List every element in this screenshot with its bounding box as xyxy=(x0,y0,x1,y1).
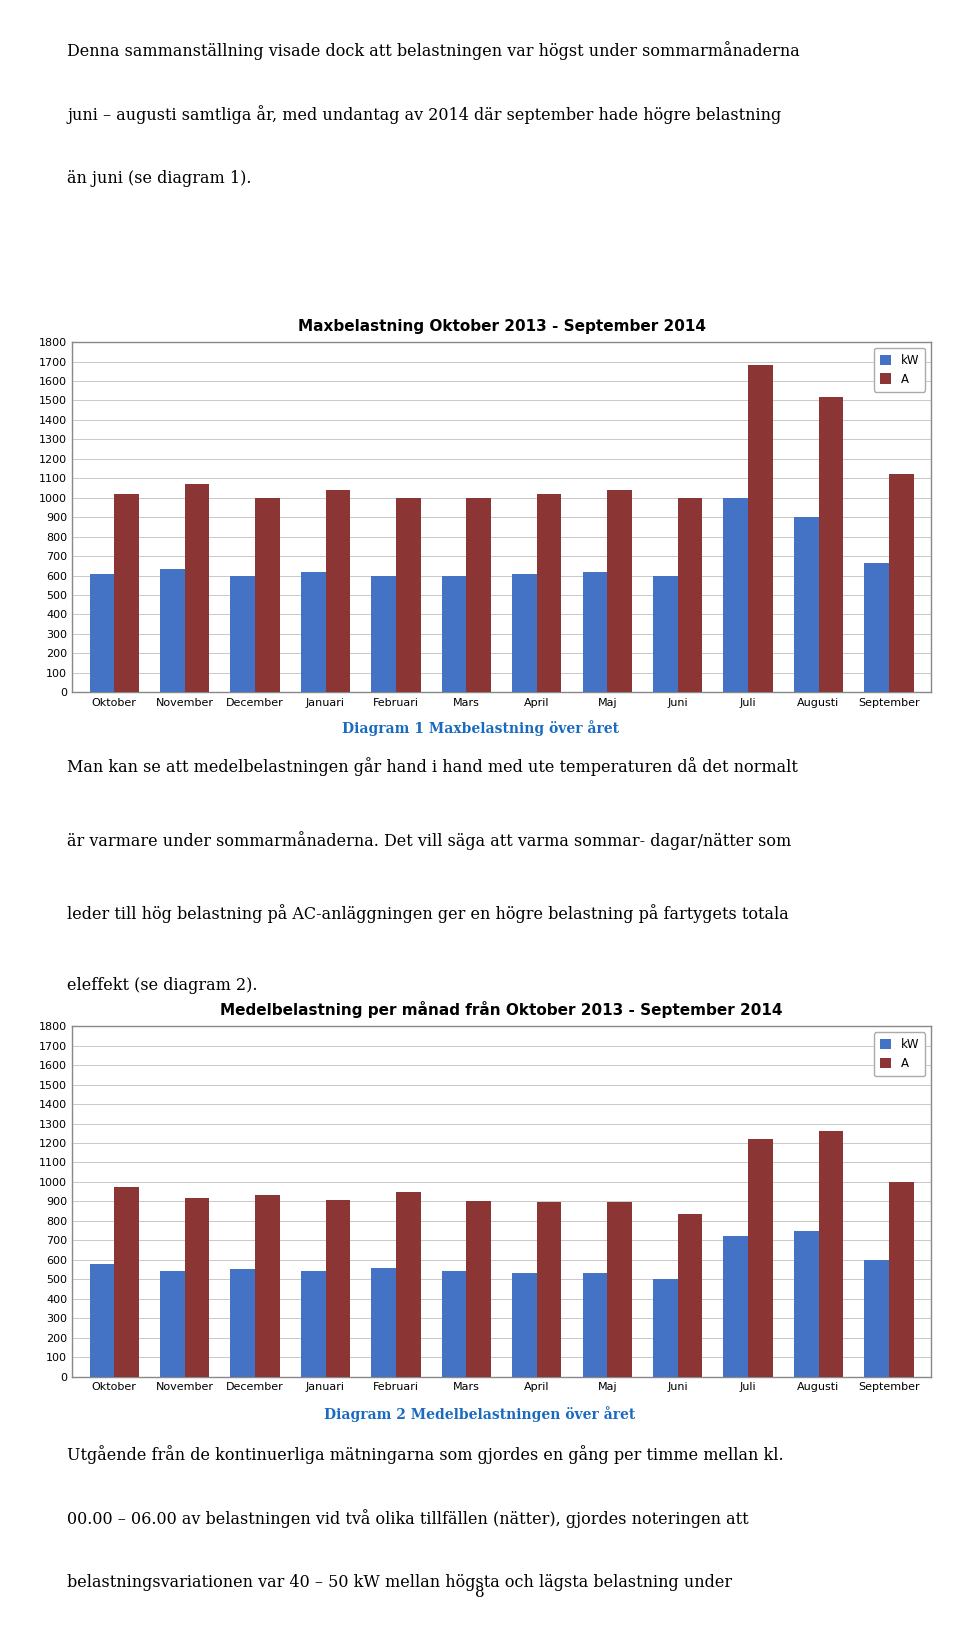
Bar xyxy=(300,1271,325,1377)
Bar xyxy=(608,1202,632,1377)
Bar xyxy=(513,573,537,692)
Bar xyxy=(537,494,562,692)
Bar xyxy=(160,1271,184,1377)
Bar xyxy=(325,490,350,692)
Bar xyxy=(748,365,773,692)
Text: Diagram 1 Maxbelastning över året: Diagram 1 Maxbelastning över året xyxy=(342,720,618,736)
Text: Utgående från de kontinuerliga mätningarna som gjordes en gång per timme mellan : Utgående från de kontinuerliga mätningar… xyxy=(67,1445,783,1464)
Text: än juni (se diagram 1).: än juni (se diagram 1). xyxy=(67,169,252,187)
Bar xyxy=(864,1259,889,1377)
Bar xyxy=(372,1267,396,1377)
Bar xyxy=(184,1199,209,1377)
Text: är varmare under sommarmånaderna. Det vill säga att varma sommar- dagar/nätter s: är varmare under sommarmånaderna. Det vi… xyxy=(67,831,791,850)
Bar xyxy=(889,474,914,692)
Text: 00.00 – 06.00 av belastningen vid två olika tillfällen (nätter), gjordes noterin: 00.00 – 06.00 av belastningen vid två ol… xyxy=(67,1510,749,1528)
Bar xyxy=(678,498,703,692)
Legend: kW, A: kW, A xyxy=(874,349,925,391)
Bar xyxy=(748,1139,773,1377)
Bar xyxy=(114,494,139,692)
Bar xyxy=(255,1194,279,1377)
Bar xyxy=(513,1274,537,1377)
Bar xyxy=(794,518,819,692)
Text: belastningsvariationen var 40 – 50 kW mellan högsta och lägsta belastning under: belastningsvariationen var 40 – 50 kW me… xyxy=(67,1574,732,1592)
Bar xyxy=(160,569,184,692)
Text: Diagram 2 Medelbelastningen över året: Diagram 2 Medelbelastningen över året xyxy=(324,1406,636,1422)
Text: Man kan se att medelbelastningen går hand i hand med ute temperaturen då det nor: Man kan se att medelbelastningen går han… xyxy=(67,757,798,777)
Bar xyxy=(889,1183,914,1377)
Text: leder till hög belastning på AC-anläggningen ger en högre belastning på fartyget: leder till hög belastning på AC-anläggni… xyxy=(67,904,789,924)
Bar xyxy=(724,498,748,692)
Bar xyxy=(255,498,279,692)
Bar xyxy=(396,1192,420,1377)
Bar xyxy=(583,1274,608,1377)
Title: Maxbelastning Oktober 2013 - September 2014: Maxbelastning Oktober 2013 - September 2… xyxy=(298,319,706,334)
Bar xyxy=(230,1269,255,1377)
Text: Denna sammanställning visade dock att belastningen var högst under sommarmånader: Denna sammanställning visade dock att be… xyxy=(67,41,800,60)
Bar xyxy=(583,572,608,692)
Legend: kW, A: kW, A xyxy=(874,1033,925,1075)
Bar xyxy=(678,1214,703,1377)
Bar xyxy=(794,1230,819,1377)
Bar xyxy=(653,575,678,692)
Bar xyxy=(230,575,255,692)
Bar xyxy=(372,575,396,692)
Bar xyxy=(864,564,889,692)
Bar xyxy=(608,490,632,692)
Bar xyxy=(724,1236,748,1377)
Bar xyxy=(467,498,491,692)
Bar xyxy=(653,1279,678,1377)
Bar xyxy=(819,1132,843,1377)
Bar xyxy=(325,1201,350,1377)
Text: eleffekt (se diagram 2).: eleffekt (se diagram 2). xyxy=(67,977,257,994)
Text: 8: 8 xyxy=(475,1585,485,1600)
Bar xyxy=(300,572,325,692)
Bar xyxy=(89,573,114,692)
Title: Medelbelastning per månad från Oktober 2013 - September 2014: Medelbelastning per månad från Oktober 2… xyxy=(221,1002,782,1018)
Bar xyxy=(89,1264,114,1377)
Text: juni – augusti samtliga år, med undantag av 2014 där september hade högre belast: juni – augusti samtliga år, med undantag… xyxy=(67,106,781,124)
Bar xyxy=(819,396,843,692)
Bar xyxy=(114,1188,139,1377)
Bar xyxy=(442,1271,467,1377)
Bar xyxy=(467,1202,491,1377)
Bar xyxy=(184,484,209,692)
Bar xyxy=(442,575,467,692)
Bar xyxy=(537,1202,562,1377)
Bar xyxy=(396,498,420,692)
